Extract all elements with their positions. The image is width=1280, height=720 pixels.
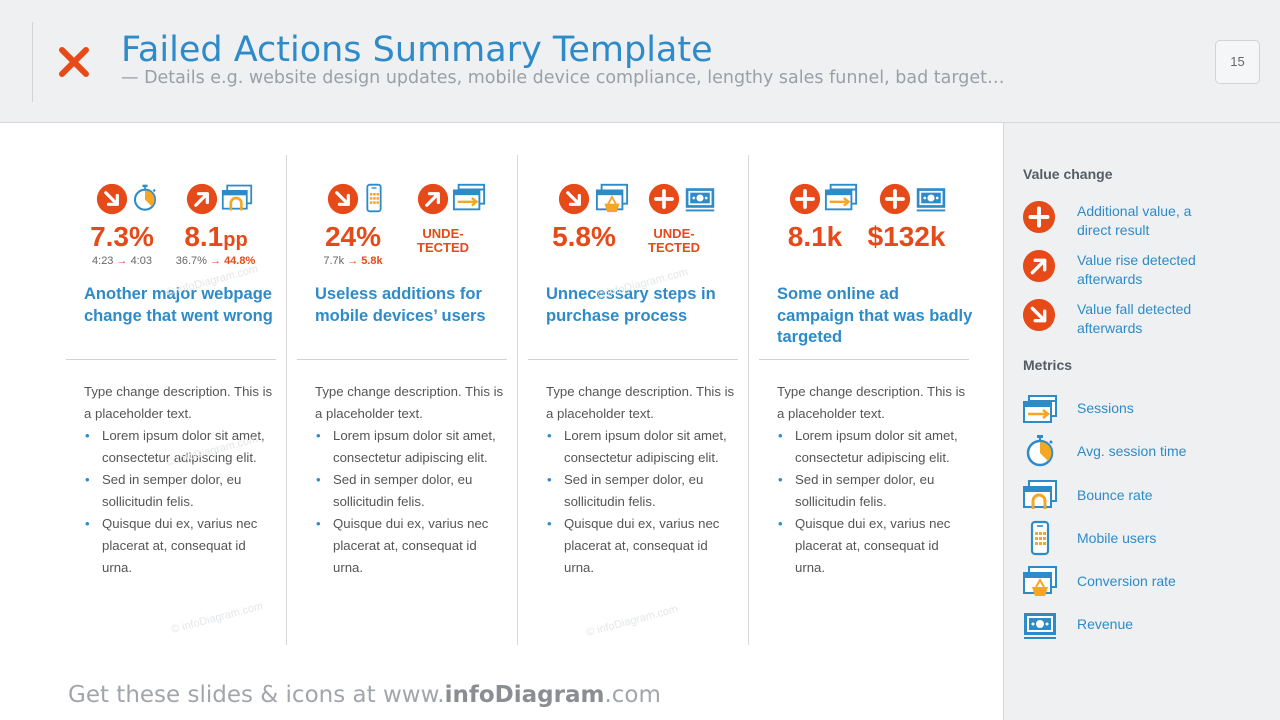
revenue-icon xyxy=(1022,606,1058,642)
plus-icon xyxy=(879,183,911,215)
description-text: Type change description. This is a place… xyxy=(777,384,966,421)
legend-item: Bounce rate xyxy=(1022,477,1272,517)
legend-item: Sessions xyxy=(1022,392,1272,432)
arrow-down-right-icon xyxy=(96,183,128,215)
metric-change-note: 36.7% → 44.8% xyxy=(175,255,256,267)
metric-value: 8.1pp xyxy=(184,221,248,252)
card-title: Unnecessary steps in purchase process xyxy=(546,285,716,325)
conversion-icon xyxy=(595,181,629,215)
legend-item: Revenue xyxy=(1022,606,1272,646)
arrow-up-right-icon xyxy=(186,183,218,215)
card-description: Type change description. This is a place… xyxy=(84,381,279,579)
revenue-icon xyxy=(684,181,716,215)
sessions-icon xyxy=(824,181,858,215)
arrow-up-right-icon xyxy=(1022,249,1056,283)
legend-item: Avg. session time xyxy=(1022,433,1272,473)
description-text: Type change description. This is a place… xyxy=(315,384,504,421)
arrow-up-right-icon xyxy=(417,183,449,215)
stopwatch-icon xyxy=(1022,433,1058,469)
metric-change-note: 7.7k → 5.8k xyxy=(323,255,383,267)
card-divider xyxy=(297,359,507,360)
bullet-item: Quisque dui ex, varius nec placerat at, … xyxy=(315,513,510,579)
legend-item: Value fall detected afterwards xyxy=(1022,298,1272,338)
sessions-icon xyxy=(1022,392,1058,428)
bullet-item: Sed in semper dolor, eu sollicitudin fel… xyxy=(777,469,972,513)
metric-value: $132k xyxy=(867,221,946,252)
card-description: Type change description. This is a place… xyxy=(777,381,972,579)
failed-action-card-3: 5.8% UNDE- TECTED Unnecessary steps in pu… xyxy=(528,155,758,645)
conversion-icon xyxy=(1022,563,1058,599)
bullet-item: Lorem ipsum dolor sit amet, consectetur … xyxy=(777,425,972,469)
metric-value: 7.3% xyxy=(90,221,154,252)
bullet-item: Lorem ipsum dolor sit amet, consectetur … xyxy=(84,425,279,469)
arrow-down-right-icon xyxy=(327,183,359,215)
legend-panel: Value change Additional value, a direct … xyxy=(1003,123,1280,720)
failed-action-card-4: 8.1k $132k Some online ad campaign that … xyxy=(759,155,989,645)
metric-change-note: 4:23 → 4:03 xyxy=(92,255,152,267)
card-title: Another major webpage change that went w… xyxy=(84,285,273,325)
card-divider xyxy=(66,359,276,360)
arrow-down-right-icon xyxy=(1022,298,1056,332)
footer-promo: Get these slides & icons at www.infoDiag… xyxy=(68,682,661,708)
metrics-heading: Metrics xyxy=(1023,357,1073,373)
description-text: Type change description. This is a place… xyxy=(84,384,273,421)
card-title: Useless additions for mobile devices’ us… xyxy=(315,285,486,325)
bullet-item: Sed in semper dolor, eu sollicitudin fel… xyxy=(546,469,741,513)
close-x-icon xyxy=(59,47,89,77)
page-number: 15 xyxy=(1215,40,1260,84)
metric-value: 5.8% xyxy=(552,221,616,252)
column-divider xyxy=(748,155,749,645)
bullet-item: Quisque dui ex, varius nec placerat at, … xyxy=(546,513,741,579)
mobile-icon xyxy=(1022,520,1058,556)
bounce-rate-icon xyxy=(1022,477,1058,513)
revenue-icon xyxy=(915,181,947,215)
card-description: Type change description. This is a place… xyxy=(546,381,741,579)
bullet-item: Lorem ipsum dolor sit amet, consectetur … xyxy=(546,425,741,469)
card-divider xyxy=(759,359,969,360)
plus-icon xyxy=(648,183,680,215)
bullet-item: Sed in semper dolor, eu sollicitudin fel… xyxy=(315,469,510,513)
legend-item: Mobile users xyxy=(1022,520,1272,560)
plus-icon xyxy=(789,183,821,215)
page-subtitle: — Details e.g. website design updates, m… xyxy=(121,68,1005,88)
bullet-item: Sed in semper dolor, eu sollicitudin fel… xyxy=(84,469,279,513)
sessions-icon xyxy=(452,181,486,215)
header-divider xyxy=(32,22,33,102)
legend-item: Additional value, a direct result xyxy=(1022,200,1272,240)
card-title: Some online ad campaign that was badly t… xyxy=(777,285,973,346)
failed-action-card-1: 7.3% 4:23 → 4:03 8.1pp 36.7% → 44.8% Ano… xyxy=(66,155,296,645)
failed-action-card-2: 24% 7.7k → 5.8k UNDE- TECTED Useless addi… xyxy=(297,155,527,645)
column-divider xyxy=(517,155,518,645)
bullet-item: Quisque dui ex, varius nec placerat at, … xyxy=(84,513,279,579)
metric-value: 8.1k xyxy=(787,221,843,252)
stopwatch-icon xyxy=(130,181,160,215)
page-title: Failed Actions Summary Template xyxy=(121,30,713,70)
metric-value: 24% xyxy=(324,221,382,252)
slide-header: Failed Actions Summary Template — Detail… xyxy=(0,0,1280,123)
value-change-heading: Value change xyxy=(1023,166,1113,182)
undetected-label: UNDE- TECTED xyxy=(417,226,469,255)
bounce-rate-icon xyxy=(221,181,253,215)
legend-item: Value rise detected afterwards xyxy=(1022,249,1272,289)
undetected-label: UNDE- TECTED xyxy=(648,226,700,255)
plus-icon xyxy=(1022,200,1056,234)
legend-item: Conversion rate xyxy=(1022,563,1272,603)
bullet-item: Quisque dui ex, varius nec placerat at, … xyxy=(777,513,972,579)
column-divider xyxy=(286,155,287,645)
card-description: Type change description. This is a place… xyxy=(315,381,510,579)
card-divider xyxy=(528,359,738,360)
description-text: Type change description. This is a place… xyxy=(546,384,735,421)
arrow-down-right-icon xyxy=(558,183,590,215)
mobile-icon xyxy=(359,181,389,215)
bullet-item: Lorem ipsum dolor sit amet, consectetur … xyxy=(315,425,510,469)
